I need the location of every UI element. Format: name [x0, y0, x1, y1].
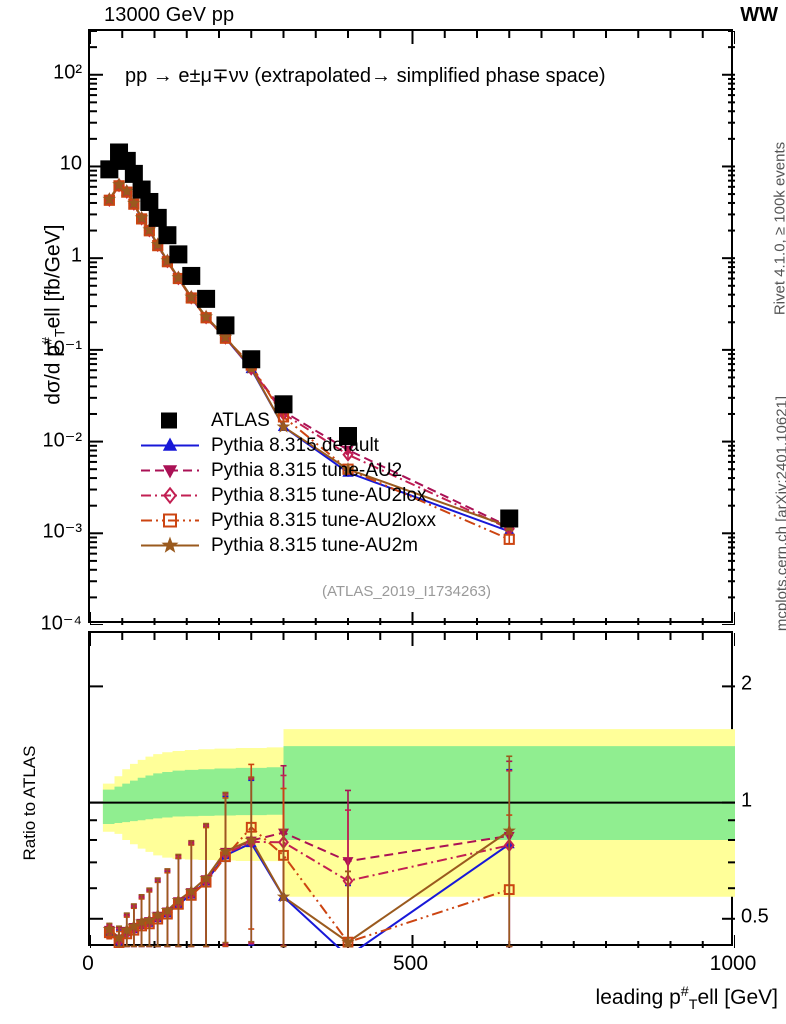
analysis-watermark: (ATLAS_2019_I1734263) — [322, 583, 492, 600]
legend-item-label: Pythia 8.315 tune-AU2 — [211, 459, 403, 481]
y-tick-label-main: 10² — [53, 61, 82, 84]
process-label: WW — [740, 4, 778, 26]
legend-marker-diamond-icon — [139, 483, 201, 508]
y-tick-label-ratio-right: 0.5 — [741, 905, 769, 928]
x-axis-title-post: ell [GeV] — [697, 986, 778, 1009]
y-tick-label-main: 10⁻² — [42, 429, 82, 452]
legend-item[interactable]: Pythia 8.315 tune-AU2lox — [139, 483, 436, 508]
x-tick-label: 0 — [82, 952, 94, 975]
x-tick-label: 500 — [392, 952, 429, 975]
x-axis-title-pre: leading p — [595, 986, 681, 1009]
main-plot-panel — [88, 29, 735, 625]
y-tick-label-main: 10⁻⁴ — [40, 612, 82, 635]
legend-item[interactable]: Pythia 8.315 tune-AU2loxx — [139, 508, 436, 533]
legend-item[interactable]: ATLAS — [139, 408, 436, 433]
y-tick-label-ratio-right: 2 — [741, 672, 753, 695]
legend-item[interactable]: Pythia 8.315 tune-AU2 — [139, 458, 436, 483]
y-tick-label-ratio-right: 1 — [741, 789, 753, 812]
legend-marker-triangle-down-icon — [139, 458, 201, 483]
process-subtitle: pp → e±μ∓νν (extrapolated→ simplified ph… — [125, 65, 606, 87]
legend-marker-star-icon — [139, 533, 201, 558]
x-tick-label: 1000 — [709, 952, 757, 975]
y-tick-label-main: 1 — [70, 244, 82, 267]
legend-marker-square-open-icon — [139, 508, 201, 533]
legend-item-label: ATLAS — [211, 409, 270, 431]
legend-marker-square-icon — [139, 408, 201, 433]
ratio-plot-panel — [88, 631, 735, 948]
y-axis-title-main: dσ/d p#Tell [fb/GeV] — [39, 55, 68, 575]
x-axis-title-sup: # — [680, 984, 689, 1000]
legend-item-label: Pythia 8.315 default — [211, 434, 379, 456]
x-axis-title: leading p#Tell [GeV] — [596, 984, 778, 1013]
legend-item[interactable]: Pythia 8.315 tune-AU2m — [139, 533, 436, 558]
legend-item-label: Pythia 8.315 tune-AU2lox — [211, 484, 427, 506]
y-tick-label-main: 10⁻¹ — [42, 337, 82, 360]
legend-marker-triangle-up-icon — [139, 433, 201, 458]
legend: ATLAS Pythia 8.315 default Pythia 8.315 tu… — [139, 408, 436, 558]
y-tick-label-main: 10 — [59, 152, 82, 175]
y-axis-title-post: ell [fb/GeV] — [41, 224, 65, 329]
y-axis-title-ratio: Ratio to ATLAS — [20, 745, 39, 861]
x-axis-title-sub: T — [688, 997, 698, 1014]
rivet-version-label: Rivet 4.1.0, ≥ 100k events — [771, 141, 786, 316]
ratio-plot-graphics — [90, 633, 735, 948]
y-tick-label-main: 10⁻³ — [42, 520, 82, 543]
legend-item-label: Pythia 8.315 tune-AU2m — [211, 534, 419, 556]
mcplots-source-label: mcplots.cern.ch [arXiv:2401.10621] — [773, 395, 786, 632]
legend-item-label: Pythia 8.315 tune-AU2loxx — [211, 509, 436, 531]
main-plot-graphics — [90, 31, 735, 625]
legend-item[interactable]: Pythia 8.315 default — [139, 433, 436, 458]
beam-energy-label: 13000 GeV pp — [104, 4, 235, 26]
